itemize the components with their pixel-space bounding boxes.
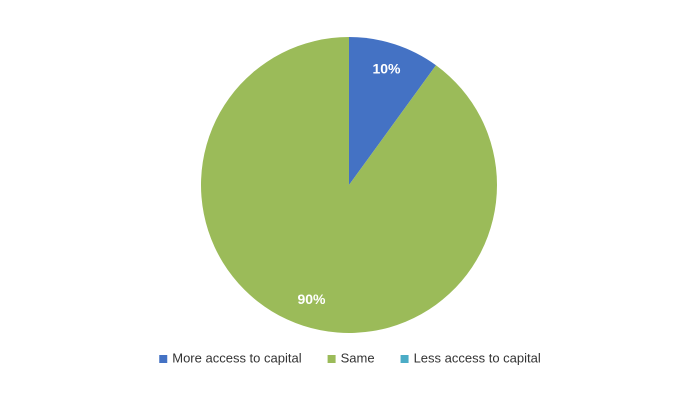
pie-slice xyxy=(349,37,436,185)
data-label: 10% xyxy=(372,60,401,76)
legend-swatch xyxy=(327,355,336,363)
pie-slice xyxy=(201,37,497,333)
legend-label: Less access to capital xyxy=(414,350,541,365)
legend-swatch xyxy=(159,355,168,363)
legend-label: Same xyxy=(341,350,375,365)
legend-label: More access to capital xyxy=(172,350,301,365)
data-label: 90% xyxy=(297,291,326,307)
legend-swatch xyxy=(400,355,409,363)
